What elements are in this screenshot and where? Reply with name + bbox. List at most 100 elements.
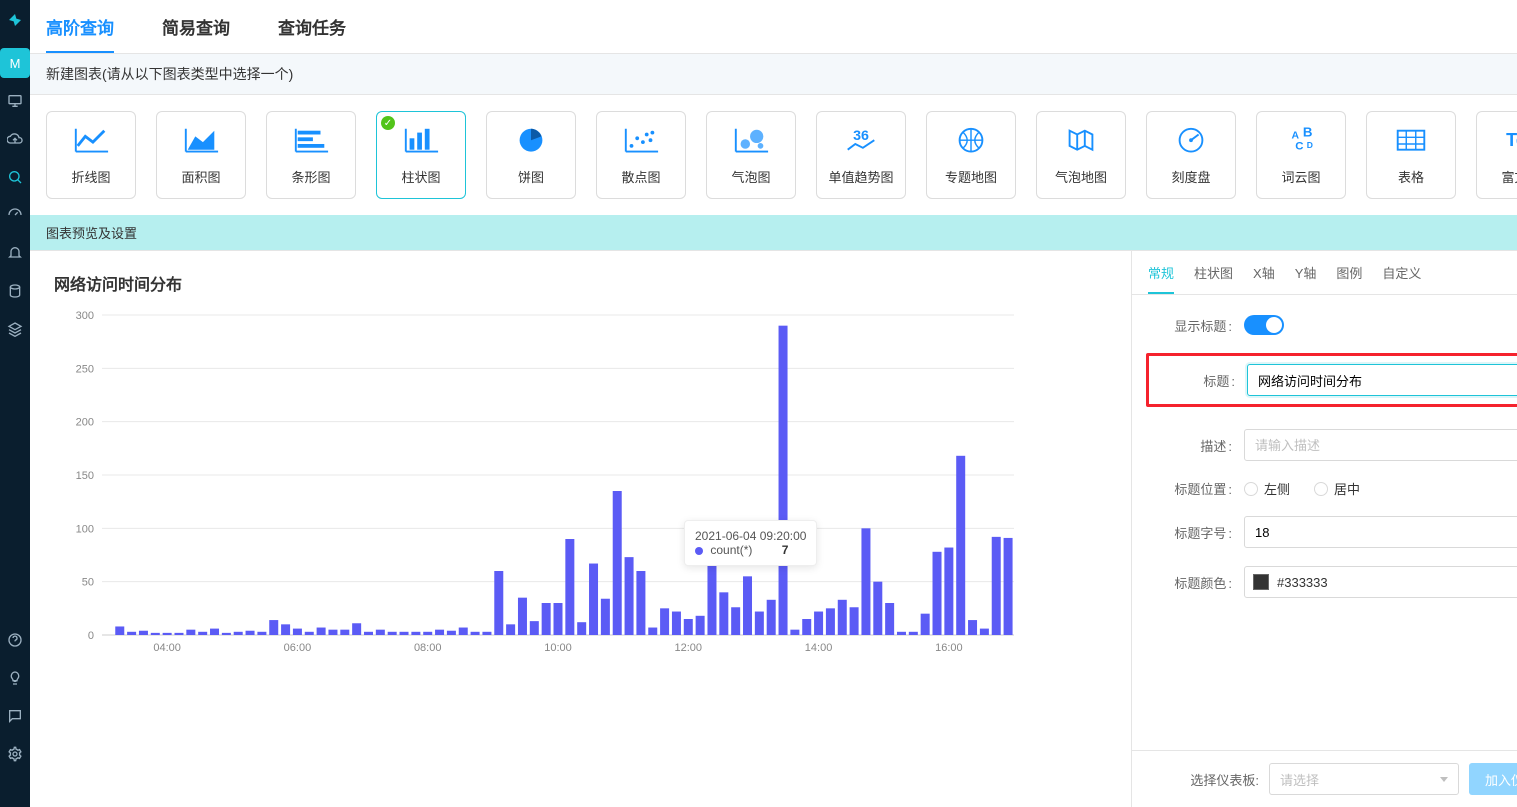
chart-canvas: 05010015020025030004:0006:0008:0010:0012…	[54, 305, 1121, 668]
chart-type-label: 气泡地图	[1055, 167, 1107, 186]
settings-tab[interactable]: X轴	[1253, 263, 1275, 294]
settings-tabs: 常规柱状图 X轴 Y轴图例自定义	[1132, 251, 1517, 295]
settings-tab[interactable]: 常规	[1148, 263, 1174, 294]
svg-text:C: C	[1295, 141, 1303, 153]
nav-more-icon[interactable]	[0, 777, 30, 807]
chart-type-label: 折线图	[71, 167, 110, 186]
nav-dashboard-icon[interactable]	[0, 200, 30, 230]
show-title-label: 显示标题	[1152, 316, 1232, 335]
title-pos-center-radio[interactable]: 居中	[1314, 479, 1360, 498]
chart-type-area[interactable]: 面积图	[156, 111, 246, 199]
nav-settings-icon[interactable]	[0, 739, 30, 769]
bar-icon	[402, 125, 440, 157]
chart-title: 网络访问时间分布	[54, 271, 1121, 295]
chart-type-label: 刻度盘	[1171, 167, 1210, 186]
dashboard-select[interactable]: 请选择	[1269, 763, 1459, 795]
chart-type-hbar[interactable]: 条形图	[266, 111, 356, 199]
title-font-input[interactable]	[1244, 516, 1517, 548]
chart-type-label: 散点图	[621, 167, 660, 186]
wordcloud-icon: ABCD	[1282, 125, 1320, 157]
hbar-icon	[292, 125, 330, 157]
bottom-action-bar: 选择仪表板: 请选择 加入仪表板	[1132, 750, 1517, 807]
nav-badge-m[interactable]: M	[0, 48, 30, 78]
svg-text:300: 300	[76, 310, 94, 322]
title-color-value: #333333	[1277, 575, 1328, 590]
chart-type-globe[interactable]: 专题地图	[926, 111, 1016, 199]
svg-text:10:00: 10:00	[544, 642, 572, 654]
gauge-icon	[1172, 125, 1210, 157]
top-tab[interactable]: 查询任务	[278, 14, 346, 53]
nav-chat-icon[interactable]	[0, 701, 30, 731]
chart-type-line[interactable]: 折线图	[46, 111, 136, 199]
logo-icon	[3, 8, 27, 32]
chart-type-gauge[interactable]: 刻度盘	[1146, 111, 1236, 199]
chart-type-pie[interactable]: 饼图	[486, 111, 576, 199]
chart-type-scatter[interactable]: 散点图	[596, 111, 686, 199]
check-icon: ✓	[381, 116, 395, 130]
nav-bell-icon[interactable]	[0, 238, 30, 268]
single-icon: 36	[842, 125, 880, 157]
nav-search-icon[interactable]	[0, 162, 30, 192]
settings-tab[interactable]: 柱状图	[1194, 263, 1233, 294]
pie-icon	[512, 125, 550, 157]
new-chart-header[interactable]: 新建图表(请从以下图表类型中选择一个)	[30, 54, 1517, 95]
table-icon	[1392, 125, 1430, 157]
nav-idea-icon[interactable]	[0, 663, 30, 693]
nav-layers-icon[interactable]	[0, 314, 30, 344]
desc-input[interactable]	[1244, 429, 1517, 461]
svg-text:08:00: 08:00	[414, 642, 442, 654]
add-to-dashboard-button[interactable]: 加入仪表板	[1469, 763, 1517, 795]
chart-type-bubble[interactable]: 气泡图	[706, 111, 796, 199]
nav-upload-icon[interactable]	[0, 124, 30, 154]
chart-type-label: 表格	[1398, 167, 1424, 186]
svg-text:250: 250	[76, 363, 94, 375]
new-chart-label: 新建图表(请从以下图表类型中选择一个)	[46, 64, 293, 84]
chart-type-map[interactable]: 气泡地图	[1036, 111, 1126, 199]
desc-label: 描述	[1152, 436, 1232, 455]
top-tab[interactable]: 高阶查询	[46, 14, 114, 53]
text-icon: Tex	[1502, 125, 1517, 157]
scatter-icon	[622, 125, 660, 157]
chart-type-bar[interactable]: ✓柱状图	[376, 111, 466, 199]
top-tab[interactable]: 简易查询	[162, 14, 230, 53]
svg-text:D: D	[1307, 140, 1313, 150]
chart-type-wordcloud[interactable]: ABCD词云图	[1256, 111, 1346, 199]
bubble-icon	[732, 125, 770, 157]
svg-text:16:00: 16:00	[935, 642, 963, 654]
nav-monitor-icon[interactable]	[0, 86, 30, 116]
line-icon	[72, 125, 110, 157]
chart-type-text[interactable]: Tex富文本	[1476, 111, 1517, 199]
svg-text:200: 200	[76, 417, 94, 429]
title-pos-left-radio[interactable]: 左侧	[1244, 479, 1290, 498]
chart-type-label: 饼图	[518, 167, 544, 186]
preview-header: 图表预览及设置	[30, 215, 1517, 250]
settings-tab[interactable]: 自定义	[1382, 263, 1421, 294]
title-color-select[interactable]: #333333	[1244, 566, 1517, 598]
settings-pane: 常规柱状图 X轴 Y轴图例自定义 显示标题 标题 描述	[1132, 251, 1517, 807]
nav-db-icon[interactable]	[0, 276, 30, 306]
title-pos-label: 标题位置	[1152, 479, 1232, 498]
nav-help-icon[interactable]	[0, 625, 30, 655]
map-icon	[1062, 125, 1100, 157]
title-font-label: 标题字号	[1152, 523, 1232, 542]
tooltip-value: 7	[782, 543, 789, 557]
radio-icon	[1244, 482, 1258, 496]
chart-type-table[interactable]: 表格	[1366, 111, 1456, 199]
svg-text:06:00: 06:00	[284, 642, 312, 654]
title-label: 标题	[1155, 371, 1235, 390]
chart-type-label: 气泡图	[731, 167, 770, 186]
settings-tab[interactable]: 图例	[1336, 263, 1362, 294]
chart-type-list: 折线图 面积图条形图✓柱状图饼图 散点图 气泡图 36单值趋势图专题地图气泡地图 刻度盘 A…	[30, 95, 1517, 215]
svg-text:50: 50	[82, 577, 94, 589]
settings-tab[interactable]: Y轴	[1295, 263, 1317, 294]
chart-preview-pane: 网络访问时间分布 05010015020025030004:0006:0008:…	[30, 251, 1132, 807]
bar-chart-svg: 05010015020025030004:0006:0008:0010:0012…	[54, 305, 1024, 665]
show-title-toggle[interactable]	[1244, 315, 1284, 335]
area-icon	[182, 125, 220, 157]
title-input[interactable]	[1247, 364, 1517, 396]
chart-type-single[interactable]: 36单值趋势图	[816, 111, 906, 199]
chart-tooltip: 2021-06-04 09:20:00 count(*) 7	[684, 520, 817, 566]
tooltip-time: 2021-06-04 09:20:00	[695, 529, 806, 543]
title-color-label: 标题颜色	[1152, 573, 1232, 592]
left-nav: M	[0, 0, 30, 807]
